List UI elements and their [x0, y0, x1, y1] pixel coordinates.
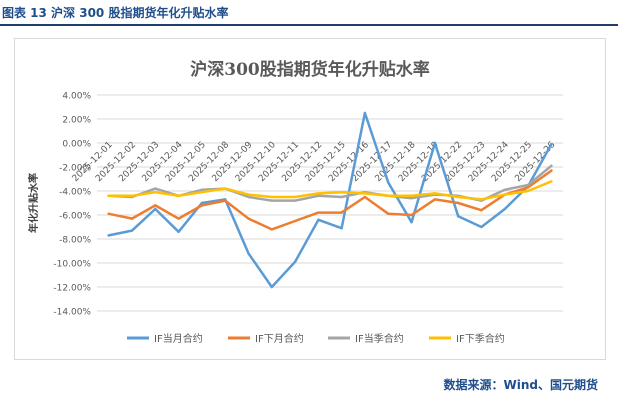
data-point	[293, 195, 297, 199]
series-line	[107, 169, 553, 231]
data-point	[247, 252, 250, 255]
data-point	[223, 187, 227, 190]
data-point	[270, 228, 273, 231]
chart-title: 沪深300股指期货年化升贴水率	[190, 59, 430, 80]
data-point	[433, 141, 437, 145]
data-point	[293, 219, 297, 223]
data-point	[293, 199, 297, 202]
figure-caption: 图表 13 沪深 300 股指期货年化升贴水率	[2, 6, 229, 20]
legend-label: IF当季合约	[355, 332, 404, 345]
data-point	[340, 195, 343, 199]
data-point	[550, 143, 553, 146]
data-point	[130, 194, 134, 197]
data-point	[387, 212, 390, 215]
data-point	[107, 234, 110, 237]
legend-label: IF当月合约	[154, 332, 203, 345]
data-point	[177, 194, 180, 197]
data-point	[456, 201, 460, 205]
data-point	[456, 195, 460, 199]
data-point	[503, 207, 506, 211]
y-tick-label: -2.00%	[59, 164, 91, 174]
data-point	[526, 186, 530, 189]
data-point	[410, 213, 413, 217]
data-point	[410, 221, 413, 224]
y-tick-label: -8.00%	[59, 236, 91, 246]
data-point	[154, 204, 157, 207]
data-point	[456, 215, 460, 218]
data-point	[200, 191, 204, 194]
data-point	[223, 199, 227, 202]
data-point	[247, 193, 250, 196]
legend-label: IF下季合约	[456, 332, 505, 345]
legend-label: IF下月合约	[255, 332, 304, 345]
series-line	[107, 180, 553, 201]
data-point	[293, 260, 297, 263]
data-point	[200, 188, 204, 191]
data-point	[340, 211, 343, 214]
data-point	[480, 225, 483, 229]
data-point	[270, 195, 273, 199]
data-point	[550, 180, 553, 183]
data-point	[154, 191, 157, 194]
data-point	[480, 209, 483, 212]
data-point	[340, 227, 343, 230]
y-tick-label: -4.00%	[59, 188, 91, 198]
data-point	[526, 183, 530, 187]
data-point	[130, 229, 134, 232]
data-point	[107, 194, 110, 197]
data-point	[177, 230, 180, 233]
data-point	[317, 218, 320, 221]
figure-header: 图表 13 沪深 300 股指期货年化升贴水率	[0, 0, 618, 26]
data-point	[154, 207, 157, 211]
data-point	[340, 191, 343, 194]
data-point	[433, 192, 437, 195]
y-tick-label: 4.00%	[62, 92, 91, 102]
data-point	[247, 195, 250, 199]
source-note: 数据来源：Wind、国元期货	[443, 378, 598, 392]
data-point	[317, 192, 320, 195]
data-point	[526, 189, 530, 193]
data-point	[363, 111, 367, 115]
data-point	[317, 194, 320, 197]
data-point	[503, 188, 506, 191]
data-point	[200, 204, 204, 207]
data-point	[550, 164, 553, 167]
y-tick-label: -10.00%	[53, 260, 91, 270]
y-tick-label: 2.00%	[62, 116, 91, 126]
data-point	[363, 195, 367, 199]
data-point	[317, 211, 320, 214]
data-point	[154, 187, 157, 190]
line-chart: 沪深300股指期货年化升贴水率 4.00% 2.00% 0.00% -2.00% -4.…	[27, 59, 563, 345]
data-point	[503, 193, 506, 196]
y-tick-label: -6.00%	[59, 212, 91, 222]
data-point	[387, 194, 390, 197]
data-point	[410, 197, 413, 200]
data-point	[433, 198, 437, 201]
data-point	[363, 192, 367, 195]
chart-frame: 沪深300股指期货年化升贴水率 4.00% 2.00% 0.00% -2.00% -4.…	[14, 38, 606, 360]
data-point	[177, 217, 180, 220]
data-point	[130, 217, 134, 220]
series-line	[107, 111, 553, 289]
y-axis-title: 年化升贴水率	[27, 173, 40, 233]
data-point	[270, 285, 273, 289]
y-tick-label: -14.00%	[53, 308, 91, 318]
data-point	[480, 198, 483, 201]
data-point	[270, 199, 273, 202]
y-tick-label: -12.00%	[53, 284, 91, 294]
data-point	[107, 212, 110, 215]
data-point	[200, 201, 204, 205]
y-tick-label: 0.00%	[62, 140, 91, 150]
data-point	[387, 181, 390, 184]
data-point	[410, 194, 413, 197]
data-point	[247, 217, 250, 220]
data-point	[550, 169, 553, 172]
